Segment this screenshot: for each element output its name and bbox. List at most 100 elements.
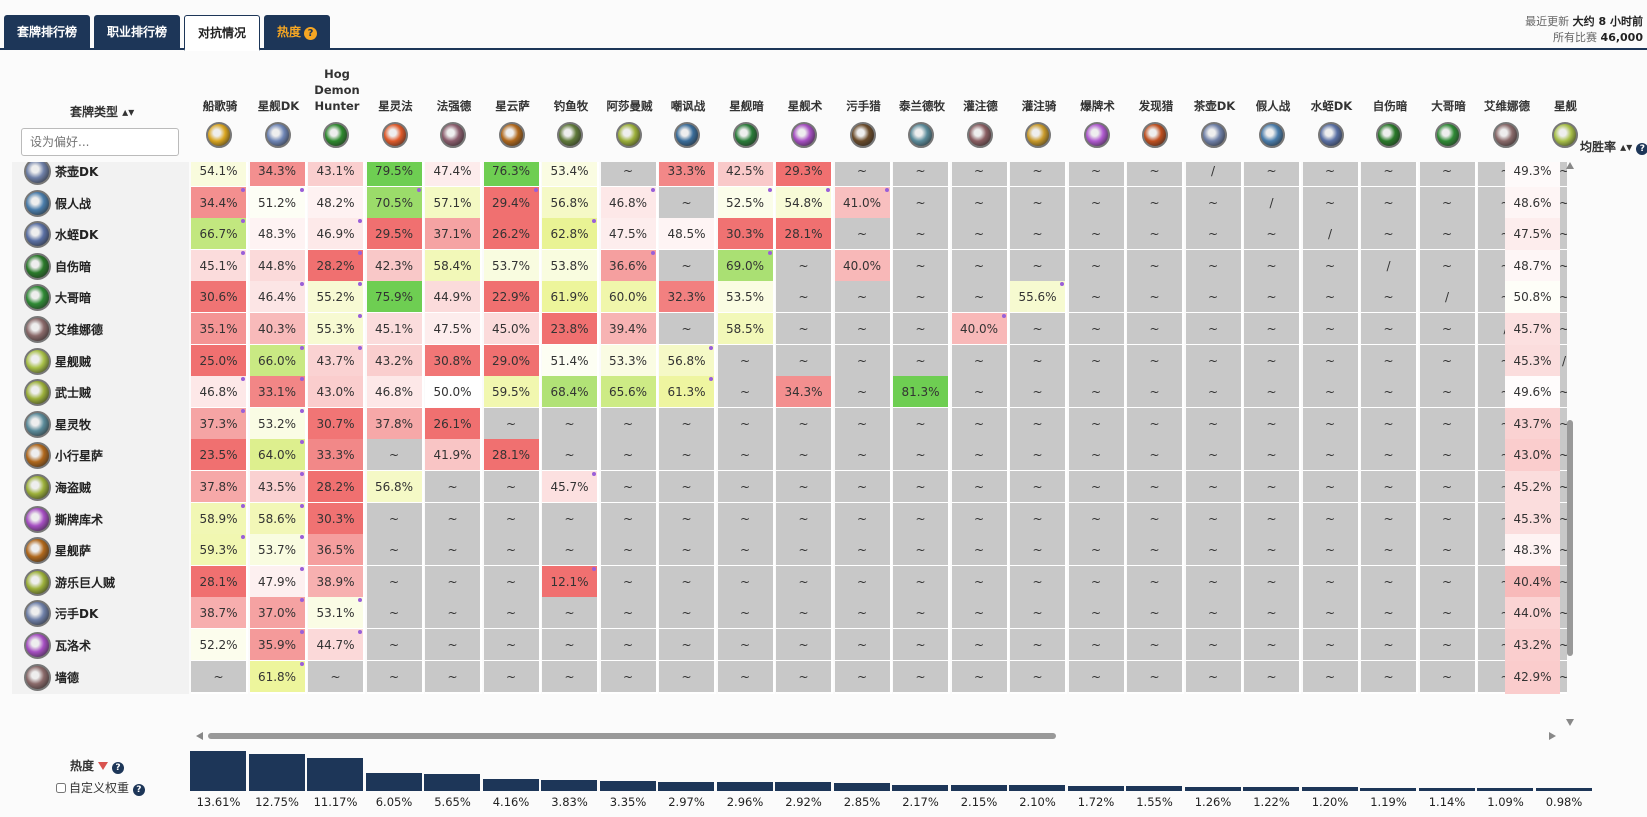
matchup-cell[interactable]: ~ bbox=[1244, 281, 1301, 315]
matchup-cell[interactable]: ~ bbox=[1419, 162, 1477, 188]
matchup-cell[interactable]: 30.8% bbox=[425, 344, 482, 378]
matchup-cell[interactable]: ~ bbox=[893, 407, 950, 441]
matchup-cell[interactable]: ~ bbox=[1244, 344, 1301, 378]
matchup-cell[interactable]: ~ bbox=[1361, 376, 1418, 410]
matchup-cell[interactable]: ~ bbox=[1244, 471, 1301, 504]
matchup-cell[interactable]: ~ bbox=[1361, 629, 1418, 662]
matchup-cell[interactable]: 55.2% bbox=[308, 281, 365, 315]
matchup-cell[interactable]: ~ bbox=[1419, 471, 1477, 504]
matchup-cell[interactable]: ~ bbox=[1361, 660, 1418, 694]
matchup-cell[interactable]: ~ bbox=[1185, 281, 1243, 315]
matchup-cell[interactable]: 37.8% bbox=[366, 407, 424, 441]
matchup-cell[interactable]: ~ bbox=[717, 471, 775, 504]
matchup-cell[interactable]: ~ bbox=[600, 534, 658, 568]
matchup-cell[interactable]: ~ bbox=[776, 660, 833, 694]
matchup-cell[interactable]: 64.0% bbox=[249, 439, 307, 473]
matchup-cell[interactable]: 56.8% bbox=[542, 186, 599, 220]
matchup-cell[interactable]: ~ bbox=[1010, 629, 1067, 662]
matchup-cell[interactable]: / bbox=[1302, 218, 1360, 252]
matchup-cell[interactable]: ~ bbox=[1302, 597, 1360, 631]
tab-class-ranking[interactable]: 职业排行榜 bbox=[94, 15, 181, 50]
matchup-cell[interactable]: 46.8% bbox=[191, 376, 248, 410]
matchup-cell[interactable]: 45.1% bbox=[191, 249, 248, 283]
matchup-cell[interactable]: ~ bbox=[366, 660, 424, 694]
column-header[interactable]: 自伤暗 bbox=[1361, 58, 1419, 162]
matchup-cell[interactable]: ~ bbox=[1419, 502, 1477, 536]
matchup-cell[interactable]: ~ bbox=[776, 313, 833, 346]
matchup-cell[interactable]: ~ bbox=[1127, 162, 1184, 188]
matchup-cell[interactable]: ~ bbox=[834, 502, 892, 536]
custom-weight-checkbox[interactable] bbox=[56, 783, 66, 793]
matchup-cell[interactable]: ~ bbox=[1127, 344, 1184, 378]
matchup-cell[interactable]: 62.8% bbox=[542, 218, 599, 252]
matchup-cell[interactable]: ~ bbox=[1010, 313, 1067, 346]
matchup-cell[interactable]: 79.5% bbox=[366, 162, 424, 188]
matchup-cell[interactable]: ~ bbox=[600, 439, 658, 473]
scroll-up-arrow[interactable] bbox=[1566, 162, 1574, 169]
matchup-cell[interactable]: ~ bbox=[1419, 660, 1477, 694]
matchup-cell[interactable]: ~ bbox=[1127, 629, 1184, 662]
matchup-cell[interactable]: ~ bbox=[776, 407, 833, 441]
matchup-cell[interactable]: ~ bbox=[425, 471, 482, 504]
matchup-cell[interactable]: 45.7% bbox=[542, 471, 599, 504]
row-deck-label[interactable]: 星灵牧 bbox=[12, 407, 189, 441]
matchup-cell[interactable]: ~ bbox=[1302, 534, 1360, 568]
horizontal-scroll-thumb[interactable] bbox=[208, 733, 1056, 739]
matchup-cell[interactable]: / bbox=[1185, 162, 1243, 188]
avg-winrate-header[interactable]: 均胜率 ▴▾ ? bbox=[1580, 138, 1647, 155]
matchup-cell[interactable]: ~ bbox=[1010, 534, 1067, 568]
matchup-cell[interactable]: ~ bbox=[1244, 660, 1301, 694]
matchup-cell[interactable]: 28.2% bbox=[308, 471, 365, 504]
matchup-cell[interactable]: ~ bbox=[659, 534, 716, 568]
matchup-cell[interactable]: ~ bbox=[1185, 565, 1243, 599]
matchup-cell[interactable]: 51.4% bbox=[542, 344, 599, 378]
popularity-sort[interactable]: 热度? bbox=[70, 757, 125, 774]
matchup-cell[interactable]: ~ bbox=[1185, 502, 1243, 536]
matchup-cell[interactable]: 29.5% bbox=[366, 218, 424, 252]
matchup-cell[interactable]: / bbox=[1244, 186, 1301, 220]
matchup-cell[interactable]: 53.2% bbox=[249, 407, 307, 441]
matchup-cell[interactable]: ~ bbox=[1419, 407, 1477, 441]
column-header[interactable]: 假人战 bbox=[1244, 58, 1302, 162]
matchup-cell[interactable]: ~ bbox=[1302, 629, 1360, 662]
matchup-cell[interactable]: 53.5% bbox=[717, 281, 775, 315]
matchup-cell[interactable]: 44.9% bbox=[425, 281, 482, 315]
matchup-cell[interactable]: ~ bbox=[893, 186, 950, 220]
row-deck-label[interactable]: 海盗贼 bbox=[12, 471, 189, 504]
matchup-cell[interactable]: 36.6% bbox=[600, 249, 658, 283]
matchup-cell[interactable]: ~ bbox=[1361, 281, 1418, 315]
matchup-cell[interactable]: ~ bbox=[717, 344, 775, 378]
matchup-cell[interactable]: 50.0% bbox=[425, 376, 482, 410]
matchup-cell[interactable]: ~ bbox=[1302, 471, 1360, 504]
matchup-cell[interactable]: ~ bbox=[717, 376, 775, 410]
matchup-cell[interactable]: ~ bbox=[834, 281, 892, 315]
matchup-cell[interactable]: ~ bbox=[776, 344, 833, 378]
column-header[interactable]: 艾维娜德 bbox=[1478, 58, 1536, 162]
matchup-cell[interactable]: 61.9% bbox=[542, 281, 599, 315]
matchup-cell[interactable]: ~ bbox=[1068, 407, 1126, 441]
matchup-cell[interactable]: 66.0% bbox=[249, 344, 307, 378]
matchup-cell[interactable]: ~ bbox=[1302, 660, 1360, 694]
matchup-cell[interactable]: 28.2% bbox=[308, 249, 365, 283]
matchup-cell[interactable]: 46.4% bbox=[249, 281, 307, 315]
matchup-cell[interactable]: ~ bbox=[1185, 376, 1243, 410]
matchup-cell[interactable]: ~ bbox=[659, 629, 716, 662]
matchup-cell[interactable]: 12.1% bbox=[542, 565, 599, 599]
scroll-down-arrow[interactable] bbox=[1566, 719, 1574, 726]
matchup-cell[interactable]: 53.4% bbox=[542, 162, 599, 188]
matchup-cell[interactable]: ~ bbox=[776, 281, 833, 315]
scroll-left-arrow[interactable] bbox=[196, 732, 203, 740]
matchup-cell[interactable]: ~ bbox=[483, 565, 541, 599]
matchup-cell[interactable]: 61.3% bbox=[659, 376, 716, 410]
matchup-cell[interactable]: ~ bbox=[1419, 629, 1477, 662]
column-header[interactable]: 星灵法 bbox=[367, 58, 425, 162]
matchup-cell[interactable]: ~ bbox=[951, 502, 1009, 536]
matchup-cell[interactable]: 40.0% bbox=[951, 313, 1009, 346]
matchup-cell[interactable]: ~ bbox=[951, 344, 1009, 378]
matchup-cell[interactable]: 29.3% bbox=[776, 162, 833, 188]
matchup-cell[interactable]: 52.5% bbox=[717, 186, 775, 220]
row-deck-label[interactable]: 撕牌库术 bbox=[12, 502, 189, 536]
matchup-cell[interactable]: ~ bbox=[1127, 218, 1184, 252]
matchup-cell[interactable]: ~ bbox=[1068, 565, 1126, 599]
matchup-cell[interactable]: ~ bbox=[717, 660, 775, 694]
